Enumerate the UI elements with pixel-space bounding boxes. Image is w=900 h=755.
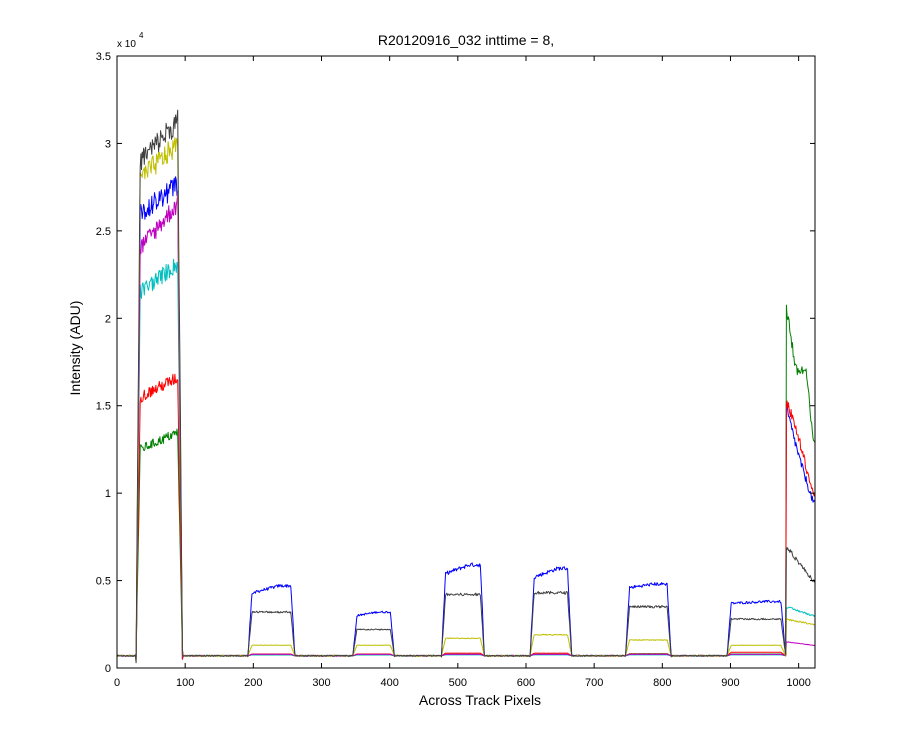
- series-line-4: [116, 258, 816, 658]
- series-line-7: [116, 109, 816, 664]
- chart-title: R20120916_032 inttime = 8,: [378, 32, 554, 48]
- series-line-6: [116, 137, 816, 663]
- series-line-1: [116, 176, 816, 661]
- x-tick-label: 900: [721, 677, 739, 689]
- x-tick-label: 700: [585, 677, 603, 689]
- y-tick-label: 2: [105, 313, 111, 325]
- y-tick-label: 2.5: [96, 226, 111, 238]
- x-tick-label: 300: [312, 677, 330, 689]
- y-tick-label: 0: [105, 663, 111, 675]
- x-tick-label: 800: [653, 677, 671, 689]
- y-axis-label: Intensity (ADU): [67, 301, 83, 396]
- y-tick-label: 1: [105, 488, 111, 500]
- y-tick-label: 1.5: [96, 401, 111, 413]
- x-tick-label: 0: [114, 677, 120, 689]
- y-exponent-prefix: x 10: [117, 39, 136, 50]
- x-tick-label: 200: [244, 677, 262, 689]
- tick-layer: 0 100 200 300 400 500 600 700 800 900 1000 0 0.5 1 1.5…: [96, 51, 815, 689]
- series-line-3: [117, 373, 816, 660]
- x-tick-label: 500: [449, 677, 467, 689]
- x-tick-label: 600: [517, 677, 535, 689]
- y-tick-label: 3: [105, 138, 111, 150]
- x-tick-label: 1000: [786, 677, 810, 689]
- series-line-5: [116, 192, 816, 657]
- y-exponent-power: 4: [139, 31, 144, 40]
- y-tick-label: 0.5: [96, 576, 111, 588]
- series-line-2: [116, 304, 816, 658]
- x-axis-label: Across Track Pixels: [419, 692, 541, 708]
- series-layer: [116, 109, 816, 664]
- x-tick-label: 400: [380, 677, 398, 689]
- plot-frame: [116, 55, 816, 669]
- x-tick-label: 100: [176, 677, 194, 689]
- y-tick-label: 3.5: [96, 51, 111, 63]
